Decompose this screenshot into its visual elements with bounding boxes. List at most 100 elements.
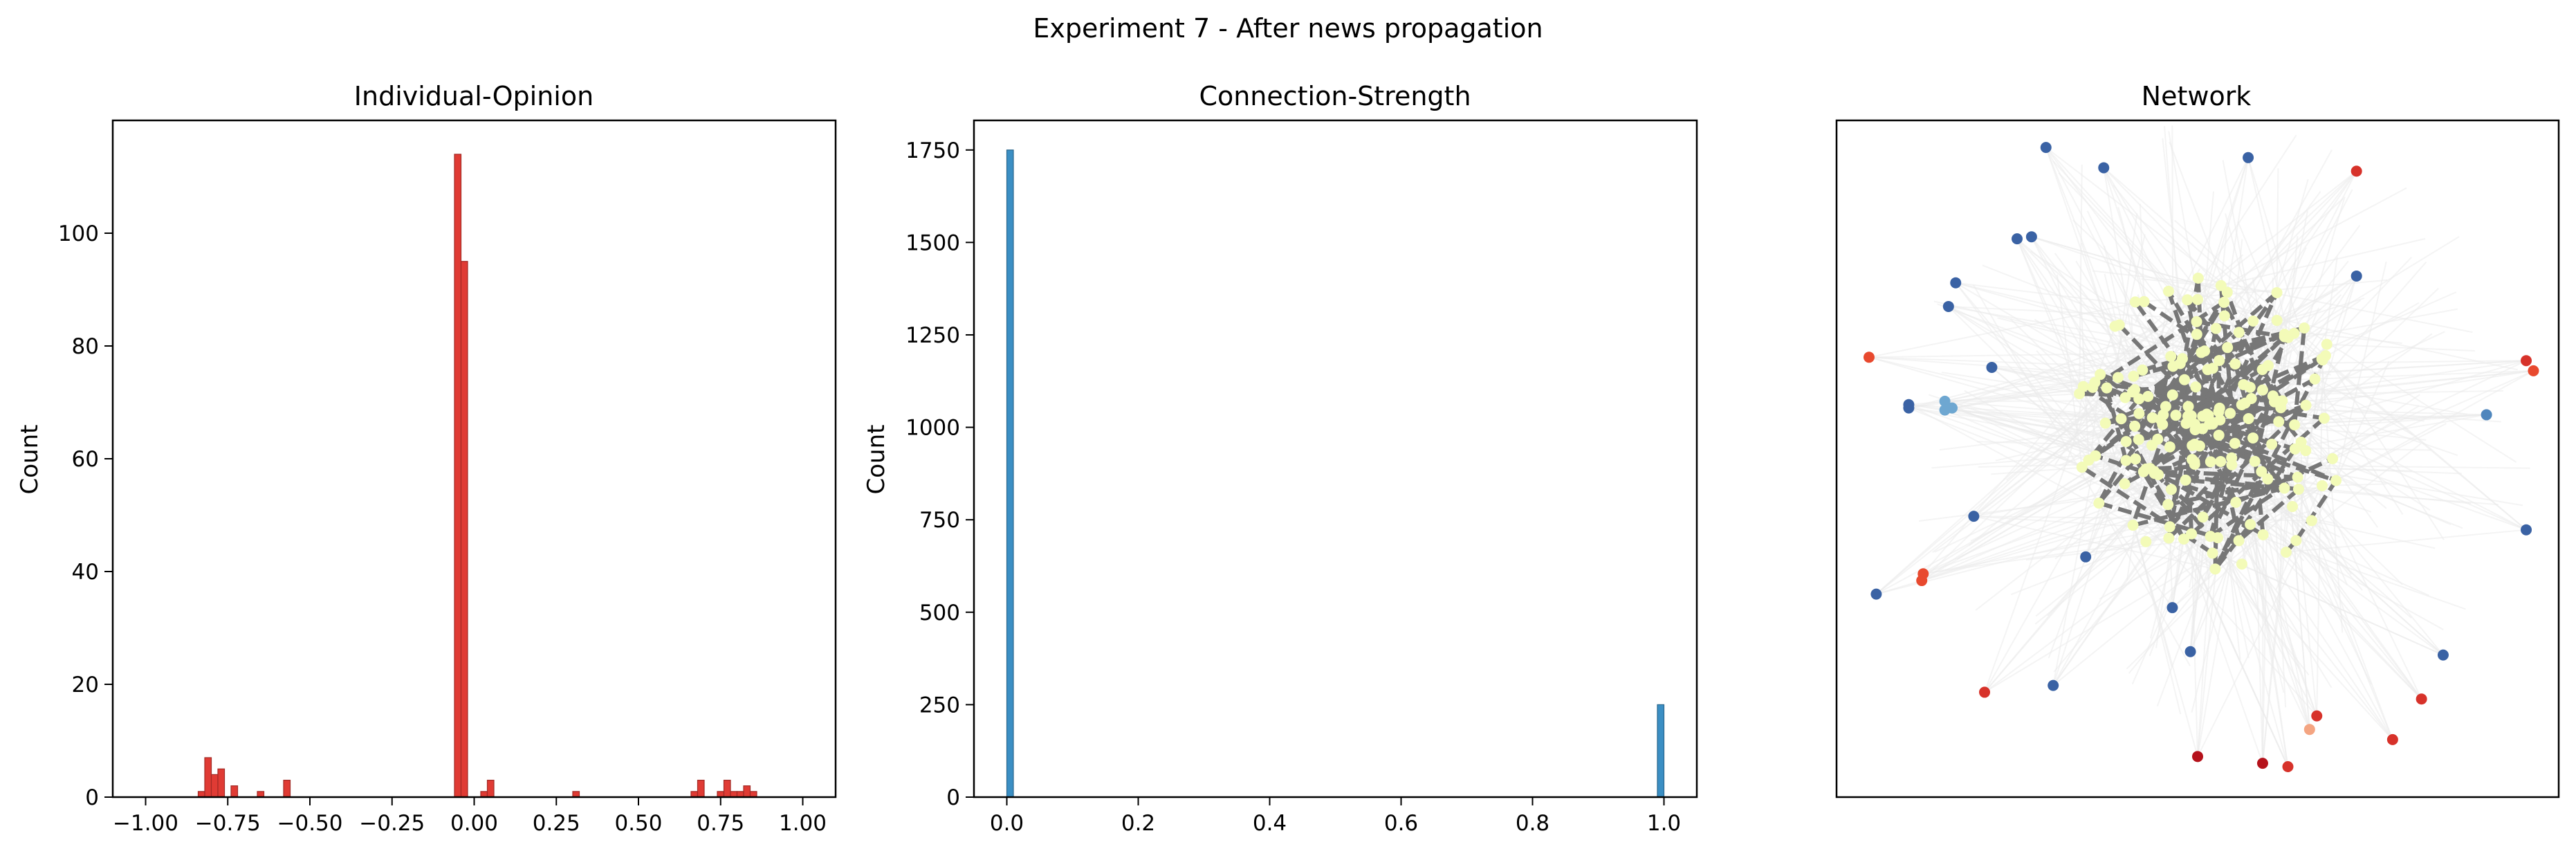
network-node-5 <box>2026 231 2037 242</box>
network-center-node-52 <box>2243 413 2254 424</box>
network-center-node-5 <box>2182 294 2193 305</box>
network-node-30 <box>2416 693 2427 704</box>
network-center-node-74 <box>2317 354 2328 365</box>
opinion-histogram-panel: Individual-Opinion Count −1.00−0.75−0.50… <box>16 81 836 836</box>
network-center-node-87 <box>2236 558 2247 569</box>
network-node-23 <box>1916 575 1927 586</box>
network-center-node-99 <box>2189 459 2200 470</box>
network-node-36 <box>2283 761 2294 772</box>
network-center-node-136 <box>2191 316 2202 327</box>
p1-bar-4 <box>231 786 238 797</box>
network-node-18 <box>2481 409 2492 420</box>
network-center-node-80 <box>2133 434 2144 445</box>
network-center-node-78 <box>2142 391 2153 402</box>
network-center-node-135 <box>2234 535 2245 546</box>
network-center-node-153 <box>2130 296 2141 307</box>
network-center-node-141 <box>2257 364 2268 375</box>
network-center-node-105 <box>2218 297 2229 308</box>
network-node-21 <box>2080 551 2091 563</box>
p1-bar-10 <box>488 781 495 797</box>
network-center-node-165 <box>2257 385 2268 396</box>
network-center-node-162 <box>2289 419 2300 430</box>
network-center-node-92 <box>2166 484 2177 495</box>
network-weak-edge-390 <box>2172 126 2173 367</box>
network-center-node-42 <box>2222 342 2233 353</box>
p1-xtick-label-6: 0.50 <box>614 811 662 836</box>
p1-ytick-label-1: 20 <box>72 673 99 697</box>
p1-ytick-label-2: 40 <box>72 560 99 585</box>
network-center-node-138 <box>2300 445 2311 456</box>
network-node-3 <box>2351 165 2362 176</box>
network-center-node-44 <box>2193 273 2204 284</box>
network-node-19 <box>1968 511 1979 522</box>
network-center-node-169 <box>2281 547 2292 558</box>
network-center-node-83 <box>2293 484 2304 495</box>
connection-histogram-title: Connection-Strength <box>1199 81 1471 111</box>
network-node-27 <box>2438 650 2449 661</box>
network-center-node-142 <box>2258 529 2269 540</box>
network-node-34 <box>2192 751 2203 762</box>
network-node-17 <box>1940 405 1951 416</box>
network-center-node-29 <box>2164 521 2175 532</box>
network-center-node-86 <box>2100 418 2111 429</box>
network-center-node-150 <box>2256 466 2267 477</box>
network-center-node-133 <box>2190 381 2201 392</box>
p2-ytick-label-0: 0 <box>946 785 960 810</box>
network-center-node-108 <box>2226 459 2237 471</box>
network-center-node-54 <box>2140 536 2151 547</box>
p1-ytick-label-0: 0 <box>85 785 99 810</box>
network-center-node-43 <box>2163 533 2174 544</box>
opinion-histogram-frame <box>113 120 836 797</box>
network-node-26 <box>2185 646 2196 657</box>
network-center-node-13 <box>2247 432 2258 444</box>
network-center-node-93 <box>2207 547 2218 558</box>
network-center-node-126 <box>2306 515 2317 526</box>
network-center-node-9 <box>2130 453 2141 464</box>
network-center-node-61 <box>2191 329 2202 340</box>
connection-histogram-frame <box>974 120 1697 797</box>
opinion-histogram-bars <box>199 154 757 797</box>
network-center-node-143 <box>2121 436 2132 447</box>
p2-xtick-label-4: 0.8 <box>1516 811 1549 836</box>
network-center-node-49 <box>2138 466 2149 477</box>
network-center-node-158 <box>2211 323 2222 334</box>
network-node-10 <box>2528 365 2539 376</box>
p2-xtick-label-1: 0.2 <box>1121 811 1155 836</box>
network-center-node-168 <box>2208 417 2219 428</box>
network-center-node-151 <box>2207 363 2218 374</box>
network-node-2 <box>2243 152 2254 163</box>
network-weak-edge-481 <box>1976 471 2154 610</box>
network-node-8 <box>1943 301 1954 312</box>
network-node-28 <box>2048 680 2059 691</box>
network-center-node-39 <box>2205 531 2216 542</box>
network-title: Network <box>2142 81 2252 111</box>
network-center-node-155 <box>2190 424 2201 435</box>
network-node-6 <box>2351 271 2362 282</box>
network-center-node-106 <box>2163 286 2174 297</box>
network-center-node-76 <box>2229 358 2241 369</box>
network-center-node-128 <box>2230 497 2241 508</box>
network-center-node-146 <box>2114 320 2125 331</box>
network-center-node-160 <box>2119 478 2130 489</box>
network-center-node-113 <box>2137 365 2148 376</box>
network-center-node-164 <box>2187 440 2198 451</box>
network-node-14 <box>1903 399 1914 410</box>
network-center-node-104 <box>2247 316 2258 327</box>
p1-ytick-label-3: 60 <box>72 447 99 472</box>
network-center-node-89 <box>2128 520 2139 531</box>
network-node-12 <box>1986 362 1997 373</box>
p1-ytick-label-5: 100 <box>58 221 99 246</box>
p1-xtick-label-2: −0.50 <box>277 811 343 836</box>
network-center-node-147 <box>2209 563 2220 574</box>
network-center-node-148 <box>2090 377 2101 388</box>
network-node-31 <box>2311 711 2322 722</box>
network-node-1 <box>2098 162 2109 173</box>
network-center-node-134 <box>2292 472 2303 483</box>
network-center-node-124 <box>2198 511 2209 522</box>
p1-bar-1 <box>205 758 212 797</box>
p1-bar-18 <box>744 786 751 797</box>
figure-suptitle: Experiment 7 - After news propagation <box>0 10 2576 47</box>
p1-xtick-label-8: 1.00 <box>779 811 827 836</box>
